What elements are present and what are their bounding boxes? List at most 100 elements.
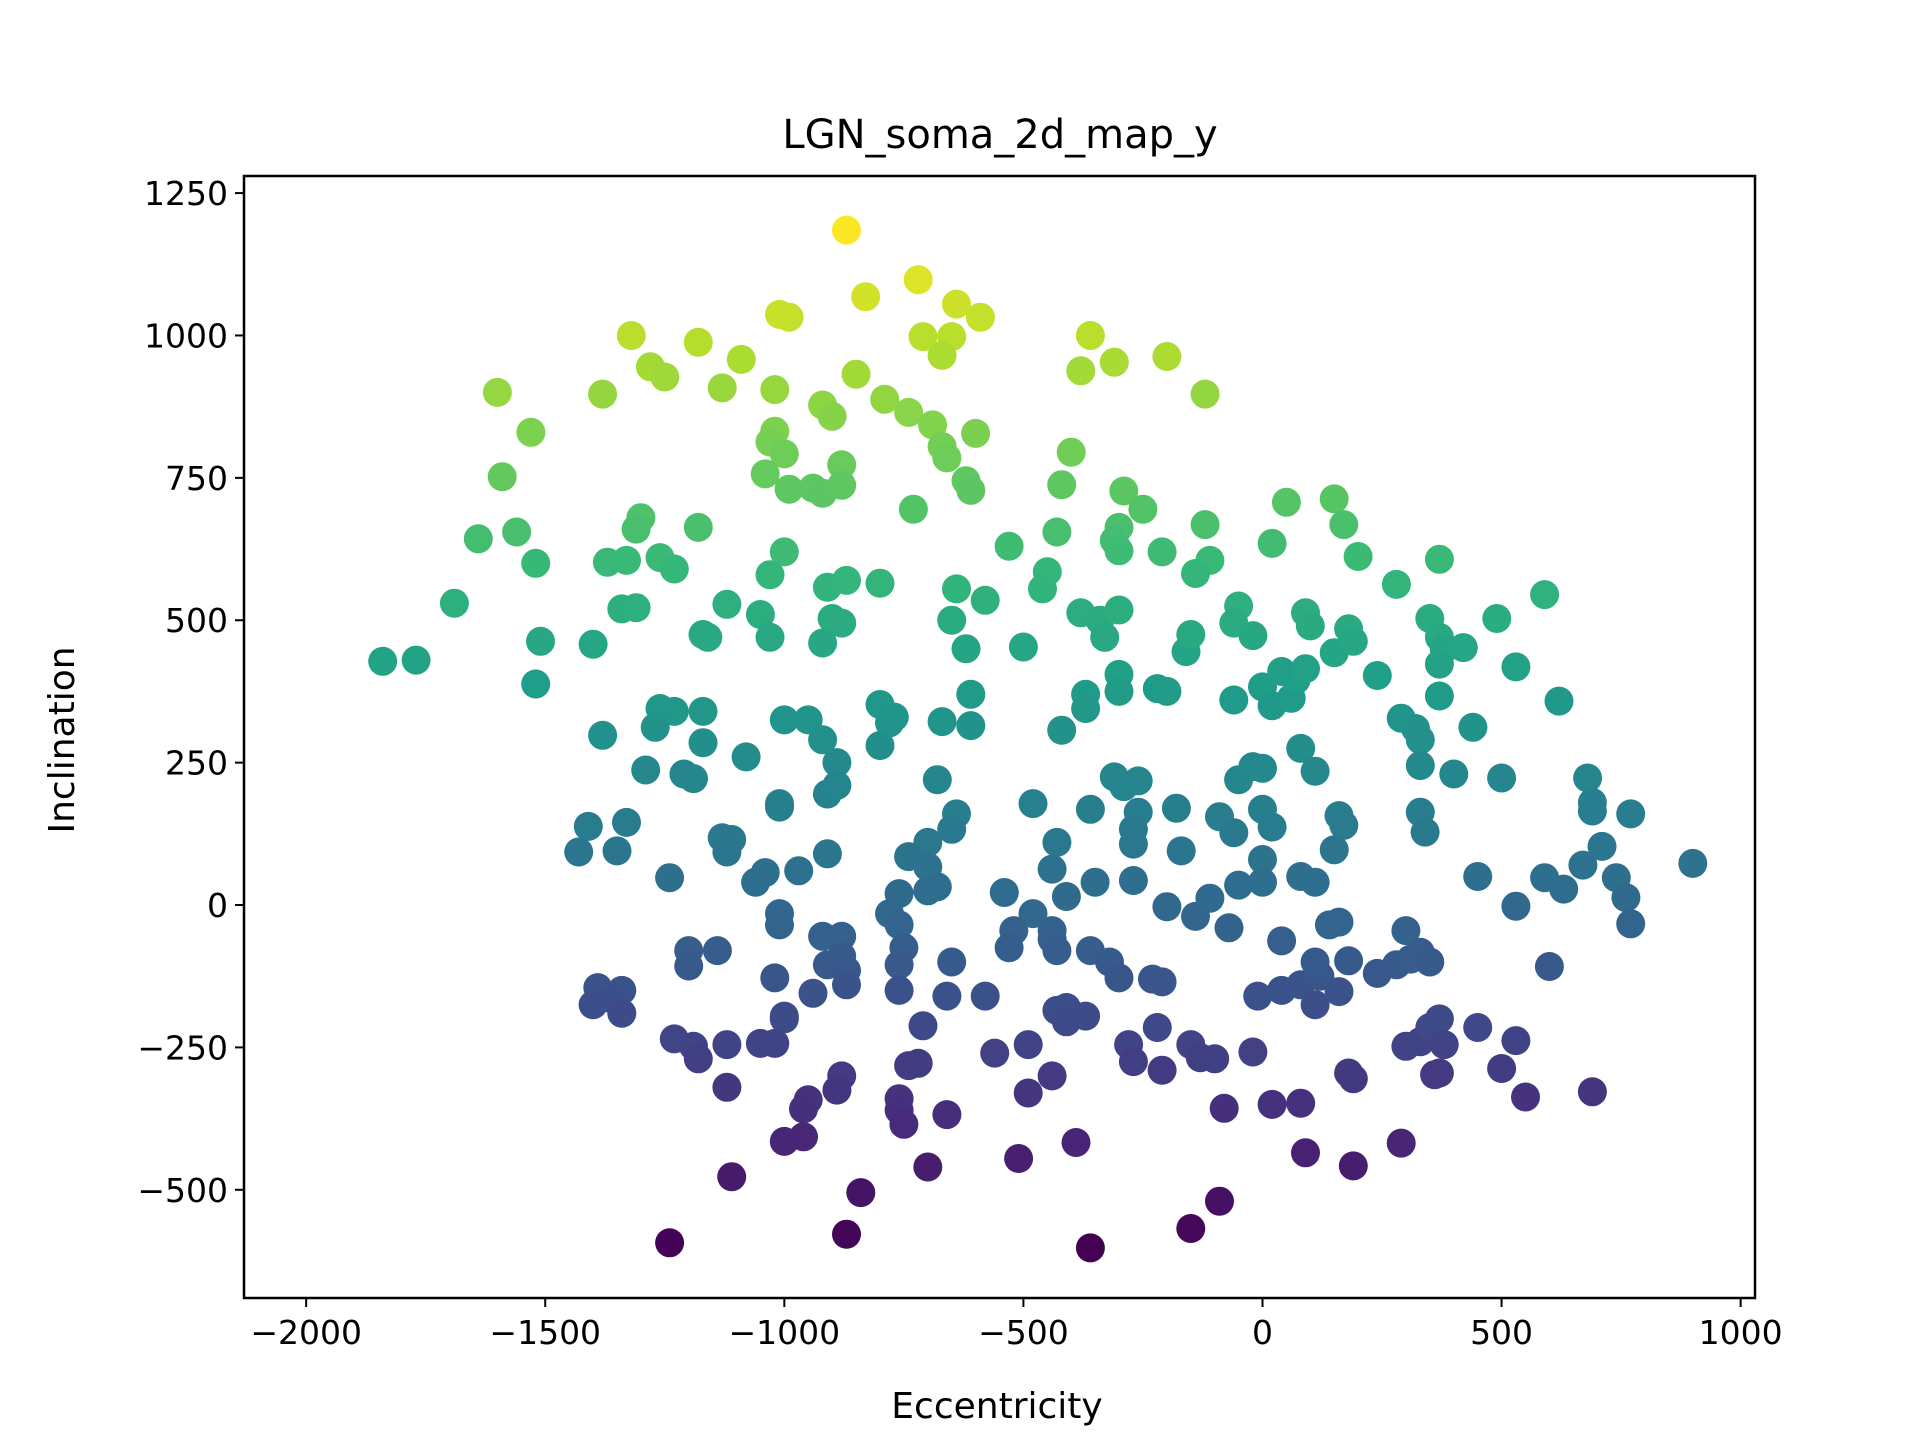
data-point	[1147, 1055, 1177, 1085]
data-point	[922, 872, 952, 902]
y-tick-label: 250	[165, 744, 228, 783]
data-point	[674, 951, 704, 981]
chart-title: LGN_soma_2d_map_y	[782, 112, 1217, 158]
data-point	[879, 702, 909, 732]
data-point	[750, 459, 780, 489]
data-point	[980, 1038, 1010, 1068]
data-point	[769, 705, 799, 735]
data-point	[774, 474, 804, 504]
data-point	[1118, 1047, 1148, 1077]
data-point	[937, 947, 967, 977]
data-point	[1051, 882, 1081, 911]
data-point	[808, 628, 838, 658]
data-point	[1257, 812, 1287, 842]
data-point	[1448, 633, 1478, 663]
data-point	[827, 608, 857, 638]
data-point	[1300, 756, 1330, 786]
data-point	[951, 634, 981, 664]
y-tick-label: 500	[165, 601, 228, 640]
data-point	[521, 548, 551, 578]
data-point	[588, 379, 618, 409]
data-point	[1415, 947, 1445, 977]
data-point	[932, 1100, 962, 1130]
data-point	[631, 755, 661, 785]
data-point	[1458, 712, 1488, 742]
x-tick-label: 0	[1252, 1313, 1273, 1352]
data-point	[884, 910, 914, 940]
data-point	[841, 359, 871, 389]
data-point	[1195, 883, 1225, 913]
data-point	[1061, 1128, 1091, 1157]
data-point	[769, 1126, 799, 1156]
data-point	[1405, 751, 1435, 780]
x-axis: −2000 −1500 −1000 −500 0 500 1000	[250, 1298, 1783, 1352]
data-point	[1291, 1138, 1320, 1168]
data-point	[688, 696, 718, 726]
data-point	[1429, 1030, 1459, 1060]
data-point	[1075, 321, 1105, 350]
data-point	[1577, 796, 1607, 826]
data-point	[1271, 487, 1301, 517]
data-point	[1090, 622, 1120, 652]
data-point	[1286, 1088, 1316, 1118]
data-point	[578, 629, 608, 659]
data-point	[650, 362, 680, 392]
data-point	[1338, 1064, 1368, 1094]
data-point	[1042, 517, 1072, 547]
data-point	[683, 1044, 713, 1074]
data-point	[1238, 1037, 1268, 1067]
data-point	[1152, 892, 1182, 922]
data-point	[1611, 883, 1641, 913]
data-point	[817, 401, 847, 431]
data-point	[482, 377, 512, 407]
data-point	[573, 811, 603, 841]
data-point	[1501, 1026, 1531, 1056]
data-point	[1075, 794, 1105, 824]
data-point	[1549, 874, 1579, 904]
data-point	[755, 622, 785, 652]
data-point	[851, 282, 881, 312]
data-point	[1295, 611, 1325, 641]
data-point	[1248, 867, 1277, 897]
data-point	[1181, 559, 1210, 588]
data-point	[865, 568, 895, 598]
data-point	[621, 514, 651, 544]
data-point	[1544, 686, 1574, 716]
data-point	[812, 839, 842, 869]
data-point	[1176, 1214, 1206, 1243]
data-point	[760, 963, 790, 993]
x-tick-label: 1000	[1699, 1313, 1783, 1352]
data-point	[884, 975, 914, 1005]
data-point	[1037, 1061, 1067, 1091]
data-point	[1248, 753, 1277, 783]
data-point	[1008, 632, 1038, 662]
data-point	[655, 1228, 685, 1258]
data-point	[970, 981, 1000, 1011]
data-point	[1176, 620, 1206, 649]
data-point	[765, 792, 794, 822]
data-point	[769, 537, 799, 567]
data-point	[932, 981, 962, 1011]
data-point	[602, 836, 632, 866]
data-point	[401, 645, 431, 675]
data-point	[707, 373, 737, 403]
data-point	[865, 731, 895, 760]
data-point	[1152, 342, 1182, 371]
data-point	[1080, 867, 1110, 897]
data-point	[994, 531, 1024, 561]
data-point	[1013, 1078, 1043, 1108]
data-point	[1319, 835, 1349, 865]
data-point	[1037, 854, 1067, 884]
data-point	[1577, 1077, 1607, 1107]
data-point	[1047, 470, 1077, 500]
data-point	[1013, 1030, 1043, 1060]
data-point	[1338, 1151, 1368, 1181]
data-point	[822, 748, 852, 778]
data-point	[712, 1072, 742, 1102]
y-axis: −500 −250 0 250 500 750 1000 1250	[137, 174, 244, 1210]
data-point	[1042, 936, 1072, 966]
data-point	[1190, 510, 1220, 540]
data-point	[1482, 604, 1512, 633]
data-point	[1534, 952, 1564, 981]
data-point	[760, 375, 790, 405]
